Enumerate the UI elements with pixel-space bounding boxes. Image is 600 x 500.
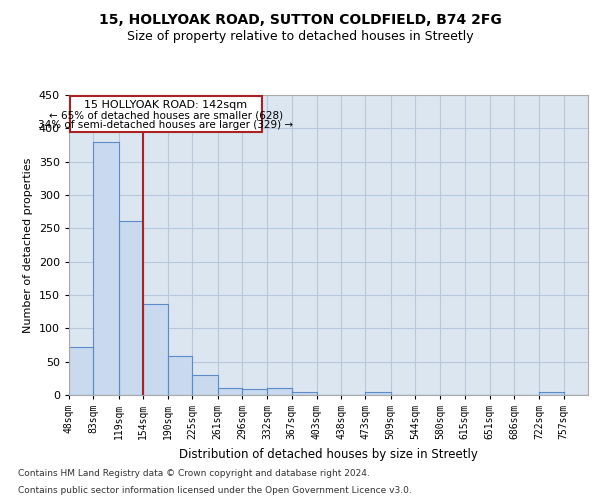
Text: ← 65% of detached houses are smaller (628): ← 65% of detached houses are smaller (62… [49, 110, 283, 120]
FancyBboxPatch shape [70, 96, 262, 132]
Text: Contains HM Land Registry data © Crown copyright and database right 2024.: Contains HM Land Registry data © Crown c… [18, 468, 370, 477]
Text: 15 HOLLYOAK ROAD: 142sqm: 15 HOLLYOAK ROAD: 142sqm [84, 100, 247, 110]
Text: Size of property relative to detached houses in Streetly: Size of property relative to detached ho… [127, 30, 473, 43]
Y-axis label: Number of detached properties: Number of detached properties [23, 158, 33, 332]
X-axis label: Distribution of detached houses by size in Streetly: Distribution of detached houses by size … [179, 448, 478, 460]
Text: Contains public sector information licensed under the Open Government Licence v3: Contains public sector information licen… [18, 486, 412, 495]
Text: 15, HOLLYOAK ROAD, SUTTON COLDFIELD, B74 2FG: 15, HOLLYOAK ROAD, SUTTON COLDFIELD, B74… [98, 12, 502, 26]
Text: 34% of semi-detached houses are larger (329) →: 34% of semi-detached houses are larger (… [38, 120, 293, 130]
